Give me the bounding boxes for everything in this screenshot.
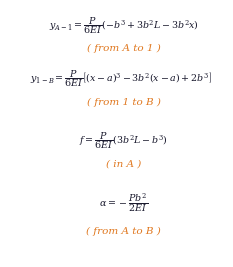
Text: $f = \dfrac{P}{6EI}\left(3b^2L-b^3\right)$: $f = \dfrac{P}{6EI}\left(3b^2L-b^3\right… bbox=[79, 130, 168, 151]
Text: ( in A ): ( in A ) bbox=[106, 160, 141, 169]
Text: ( from 1 to B ): ( from 1 to B ) bbox=[86, 98, 161, 107]
Text: $y_{A-1} = \dfrac{P}{6EI}\left(-b^3+3b^2L-3b^2x\right)$: $y_{A-1} = \dfrac{P}{6EI}\left(-b^3+3b^2… bbox=[48, 15, 199, 36]
Text: ( from A to B ): ( from A to B ) bbox=[86, 226, 161, 235]
Text: $\alpha = -\dfrac{Pb^2}{2EI}$: $\alpha = -\dfrac{Pb^2}{2EI}$ bbox=[99, 192, 148, 214]
Text: $y_{1-B} = \dfrac{P}{6EI}\left[(x-a)^3-3b^2(x-a)+2b^3\right]$: $y_{1-B} = \dfrac{P}{6EI}\left[(x-a)^3-3… bbox=[30, 68, 212, 89]
Text: ( from A to 1 ): ( from A to 1 ) bbox=[87, 44, 160, 53]
